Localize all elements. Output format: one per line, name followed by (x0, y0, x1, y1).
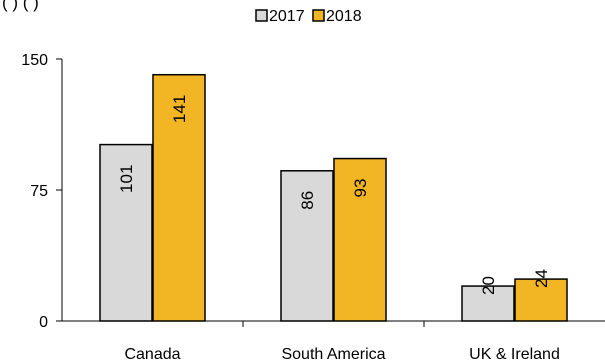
y-tick-label: 150 (21, 52, 48, 69)
bar (280, 170, 334, 322)
x-tick-label: South America (281, 346, 385, 363)
legend-swatch (255, 9, 268, 22)
data-label: 20 (479, 276, 498, 295)
legend: 2017 2018 (255, 8, 362, 25)
data-labels: 101 141 86 93 20 24 (117, 95, 551, 295)
data-label: 141 (170, 95, 189, 123)
x-tick-label: Canada (124, 346, 180, 363)
x-tick-label: UK & Ireland (469, 346, 560, 363)
header-fragment: ( ) ( ) (2, 0, 39, 12)
legend-label: 2018 (326, 8, 362, 25)
bar (99, 143, 153, 322)
data-label: 93 (351, 179, 370, 198)
bars (99, 73, 568, 322)
data-label: 24 (532, 269, 551, 288)
bar (152, 73, 206, 322)
legend-swatch (312, 9, 325, 22)
data-label: 86 (298, 191, 317, 210)
y-tick-label: 0 (39, 314, 48, 331)
legend-label: 2017 (269, 8, 305, 25)
bar (333, 157, 387, 322)
data-label: 101 (117, 165, 136, 193)
bar (514, 278, 568, 322)
y-tick-label: 75 (30, 183, 48, 200)
bar (461, 285, 515, 322)
